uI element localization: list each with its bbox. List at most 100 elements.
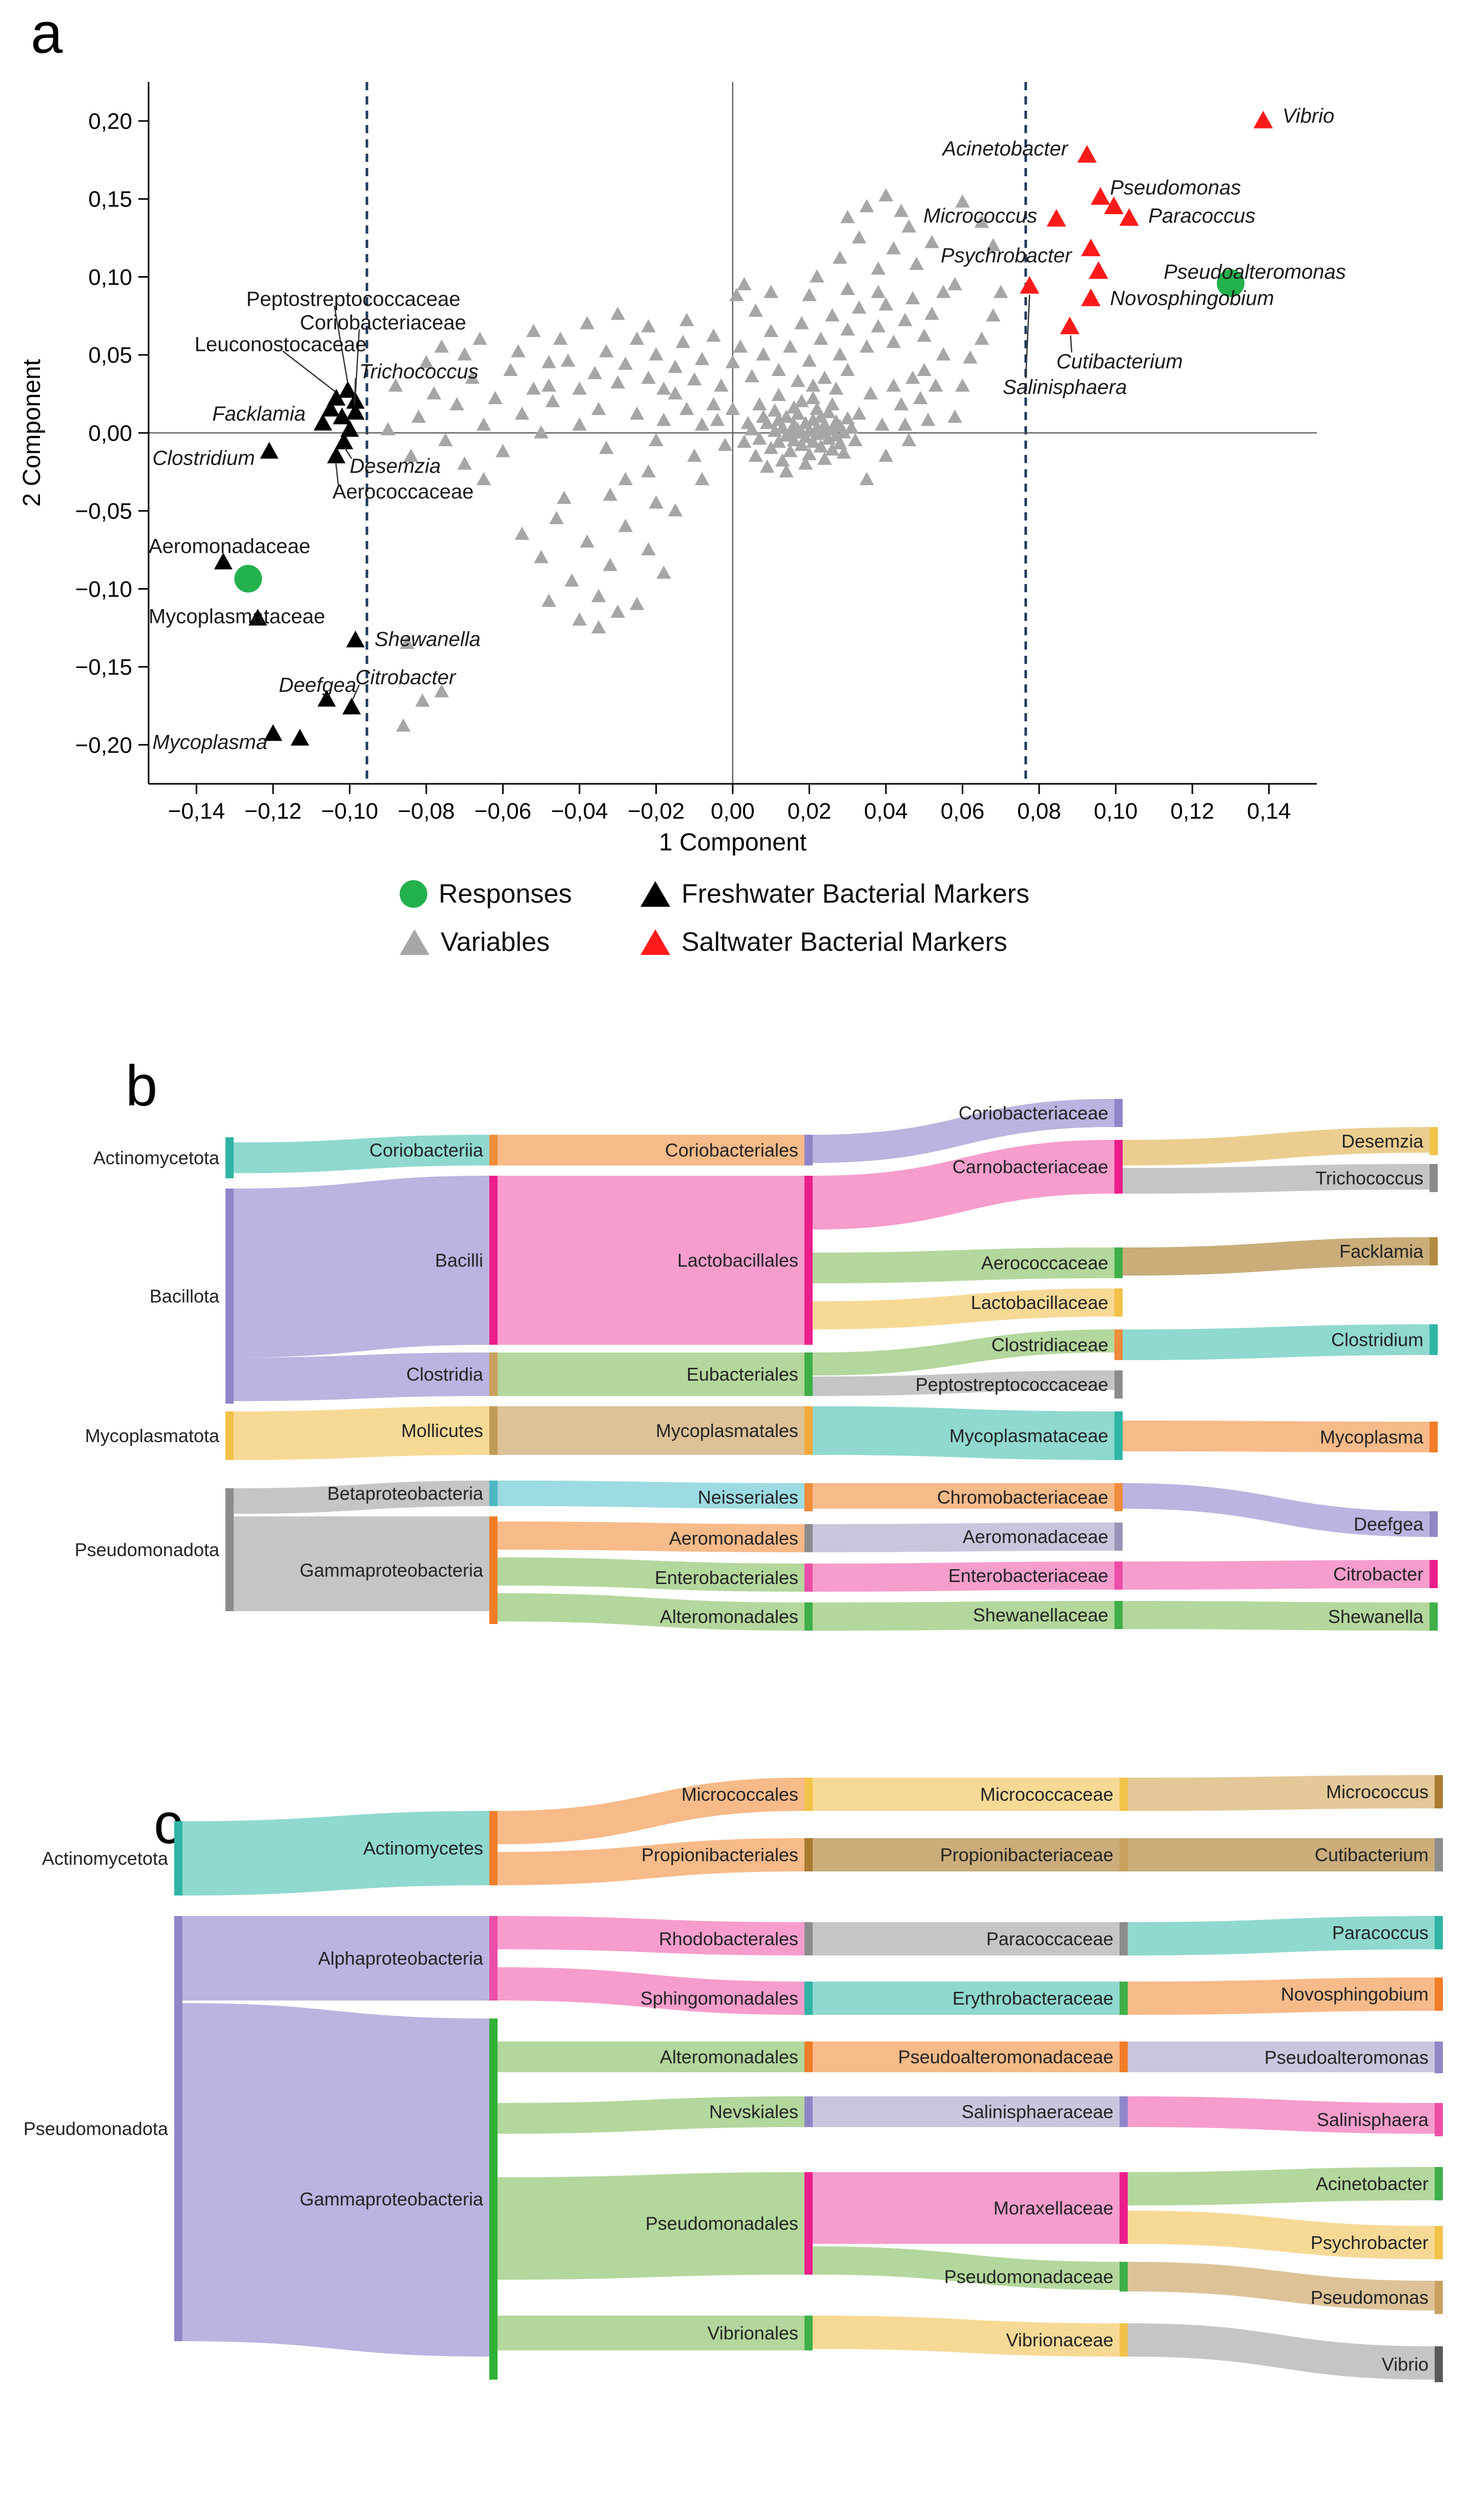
node-vibrionaceae <box>1120 2323 1128 2357</box>
node-label-bacillota: Bacillota <box>150 1286 220 1307</box>
node-label-aerococcaceae: Aerococcaceae <box>981 1253 1108 1274</box>
marker-point <box>503 363 518 377</box>
node-alteromonadales <box>804 2042 813 2072</box>
marker-point <box>782 339 798 353</box>
flow-mycoplasmatales-to-mycoplasmataceae <box>813 1406 1114 1460</box>
node-paracoccaceae <box>1120 1922 1128 1955</box>
y-tick-label: 0,10 <box>88 265 132 290</box>
marker-point <box>694 351 710 365</box>
marker-point <box>825 308 840 322</box>
node-trichococcus <box>1430 1164 1438 1192</box>
legend-label: Saltwater Bacterial Markers <box>681 927 1007 957</box>
marker-point <box>787 400 801 414</box>
node-label-shewanella: Shewanella <box>1328 1606 1424 1627</box>
marker-point <box>629 331 645 345</box>
marker-point <box>533 550 549 564</box>
node-label-desemzia: Desemzia <box>1341 1131 1424 1152</box>
y-tick-label: −0,10 <box>75 577 132 602</box>
marker-point <box>248 609 267 626</box>
marker-point <box>610 375 625 389</box>
marker-point <box>572 417 587 431</box>
marker-point <box>833 347 847 361</box>
marker-point <box>419 355 434 368</box>
flow-carnobacteriaceae-to-trichococcus <box>1123 1164 1430 1194</box>
marker-point <box>924 306 939 320</box>
marker-point <box>802 353 817 367</box>
marker-point <box>449 397 465 410</box>
flow-gammaproteobacteria-to-enterobacteriales <box>498 1557 804 1592</box>
annotation-label: Psychrobacter <box>941 244 1072 267</box>
marker-point <box>752 431 767 445</box>
annotation-leader <box>334 305 348 383</box>
node-deefgea <box>1430 1511 1438 1537</box>
marker-point <box>871 319 886 332</box>
node-label-clostridia: Clostridia <box>406 1364 484 1385</box>
flow-lactobacillales-to-lactobacillaceae <box>813 1288 1114 1329</box>
node-label-pseudomonadales: Pseudomonadales <box>646 2213 798 2234</box>
node-salinisphaeraceae <box>1120 2096 1128 2127</box>
flow-nevskiales-to-salinisphaeraceae <box>813 2096 1120 2127</box>
annotation-label: Vibrio <box>1282 105 1335 127</box>
flow-salinisphaeraceae-to-salinisphaera <box>1128 2096 1435 2134</box>
y-tick-label: 0,15 <box>88 187 132 212</box>
marker-point <box>771 387 786 401</box>
flow-erythrobacteraceae-to-novosphingobium <box>1128 1977 1435 2015</box>
node-citrobacter <box>1430 1560 1438 1588</box>
panel-a-label: a <box>31 1 63 65</box>
marker-point <box>488 391 503 404</box>
marker-point <box>679 313 694 326</box>
marker-point <box>878 188 894 202</box>
marker-point <box>434 684 449 698</box>
node-propionibacteriaceae <box>1120 1838 1128 1871</box>
flow-pseudomonadota-to-betaproteobacteria <box>234 1481 489 1514</box>
marker-point <box>327 389 346 406</box>
marker-point <box>541 355 556 368</box>
annotation-label: Citrobacter <box>356 666 457 689</box>
node-bacillota <box>225 1189 234 1404</box>
marker-point <box>346 403 365 420</box>
node-label-cutibacterium: Cutibacterium <box>1315 1844 1429 1865</box>
marker-point <box>871 261 886 275</box>
x-tick-label: −0,12 <box>244 799 301 824</box>
variables-series <box>380 188 1008 732</box>
flow-actinomycetes-to-propionibacteriales <box>498 1838 804 1885</box>
node-label-pseudoalteromonadaceae: Pseudoalteromonadaceae <box>898 2047 1113 2068</box>
node-label-mycoplasmatales: Mycoplasmatales <box>656 1420 798 1441</box>
flow-pseudomonadaceae-to-pseudomonas <box>1128 2262 1435 2310</box>
flow-pseudomonadota-to-gammaproteobacteria <box>234 1516 489 1611</box>
marker-point <box>710 412 725 426</box>
marker-point <box>928 378 943 392</box>
marker-point <box>649 495 664 509</box>
marker-point <box>717 438 733 451</box>
node-facklamia <box>1430 1237 1438 1265</box>
marker-point <box>533 425 549 439</box>
flow-alteromonadales-to-shewanellaceae <box>813 1601 1114 1631</box>
node-coriobacteriaceae <box>1114 1099 1123 1127</box>
marker-point <box>321 400 340 417</box>
flow-neisseriales-to-chromobacteriaceae <box>813 1483 1114 1509</box>
pca-biplot-svg: −0,14 −0,12 −0,10 −0,08 −0,06 −0,04 −0,02 0,00 0… <box>18 82 1346 856</box>
marker-point <box>894 203 909 217</box>
annotation-label: Coriobacteriaceae <box>300 311 466 334</box>
marker-point <box>936 347 951 361</box>
node-micrococcales <box>804 1778 813 1811</box>
marker-point <box>641 464 656 477</box>
marker-point <box>763 324 779 337</box>
marker-point <box>649 433 664 447</box>
flow-lactobacillales-to-aerococcaceae <box>813 1247 1114 1283</box>
sankey-b-svg: Actinomycetota Bacillota Mycoplasmatota Pse… <box>75 1099 1438 1631</box>
node-label-facklamia: Facklamia <box>1339 1241 1424 1262</box>
marker-point <box>618 357 633 370</box>
node-mycoplasmatota <box>225 1411 234 1460</box>
marker-point <box>714 378 729 392</box>
node-paracoccus <box>1435 1916 1443 1949</box>
annotation-label: Acinetobacter <box>942 137 1069 160</box>
node-gammaproteobacteria <box>489 2018 498 2380</box>
marker-point <box>852 300 866 314</box>
flow-aerococcaceae-to-facklamia <box>1123 1237 1430 1276</box>
marker-point <box>668 503 683 517</box>
marker-point <box>963 350 978 364</box>
flow-propionibacteriales-to-propionibacteriaceae <box>813 1838 1120 1871</box>
marker-point <box>438 433 453 447</box>
flow-coriobacteriia-to-coriobacteriales <box>498 1135 804 1165</box>
